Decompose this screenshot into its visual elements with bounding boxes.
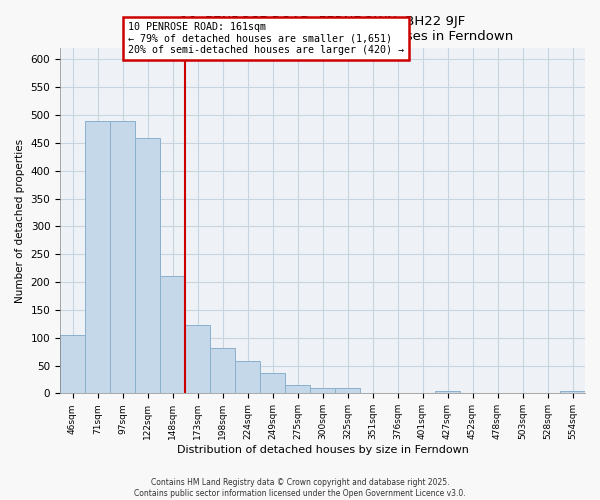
- Bar: [560, 391, 585, 394]
- Bar: [335, 388, 360, 394]
- Bar: [260, 374, 285, 394]
- Bar: [85, 120, 110, 394]
- Bar: [185, 326, 210, 394]
- Bar: [135, 138, 160, 394]
- Bar: [110, 120, 135, 394]
- Bar: [435, 391, 460, 394]
- Bar: [235, 361, 260, 394]
- Bar: [210, 348, 235, 394]
- Text: 10 PENROSE ROAD: 161sqm
← 79% of detached houses are smaller (1,651)
20% of semi: 10 PENROSE ROAD: 161sqm ← 79% of detache…: [128, 22, 404, 55]
- Bar: [60, 335, 85, 394]
- Bar: [285, 385, 310, 394]
- Y-axis label: Number of detached properties: Number of detached properties: [15, 139, 25, 303]
- Text: Contains HM Land Registry data © Crown copyright and database right 2025.
Contai: Contains HM Land Registry data © Crown c…: [134, 478, 466, 498]
- X-axis label: Distribution of detached houses by size in Ferndown: Distribution of detached houses by size …: [176, 445, 469, 455]
- Bar: [160, 276, 185, 394]
- Title: 10, PENROSE ROAD, FERNDOWN, BH22 9JF
Size of property relative to detached house: 10, PENROSE ROAD, FERNDOWN, BH22 9JF Siz…: [131, 15, 514, 43]
- Bar: [310, 388, 335, 394]
